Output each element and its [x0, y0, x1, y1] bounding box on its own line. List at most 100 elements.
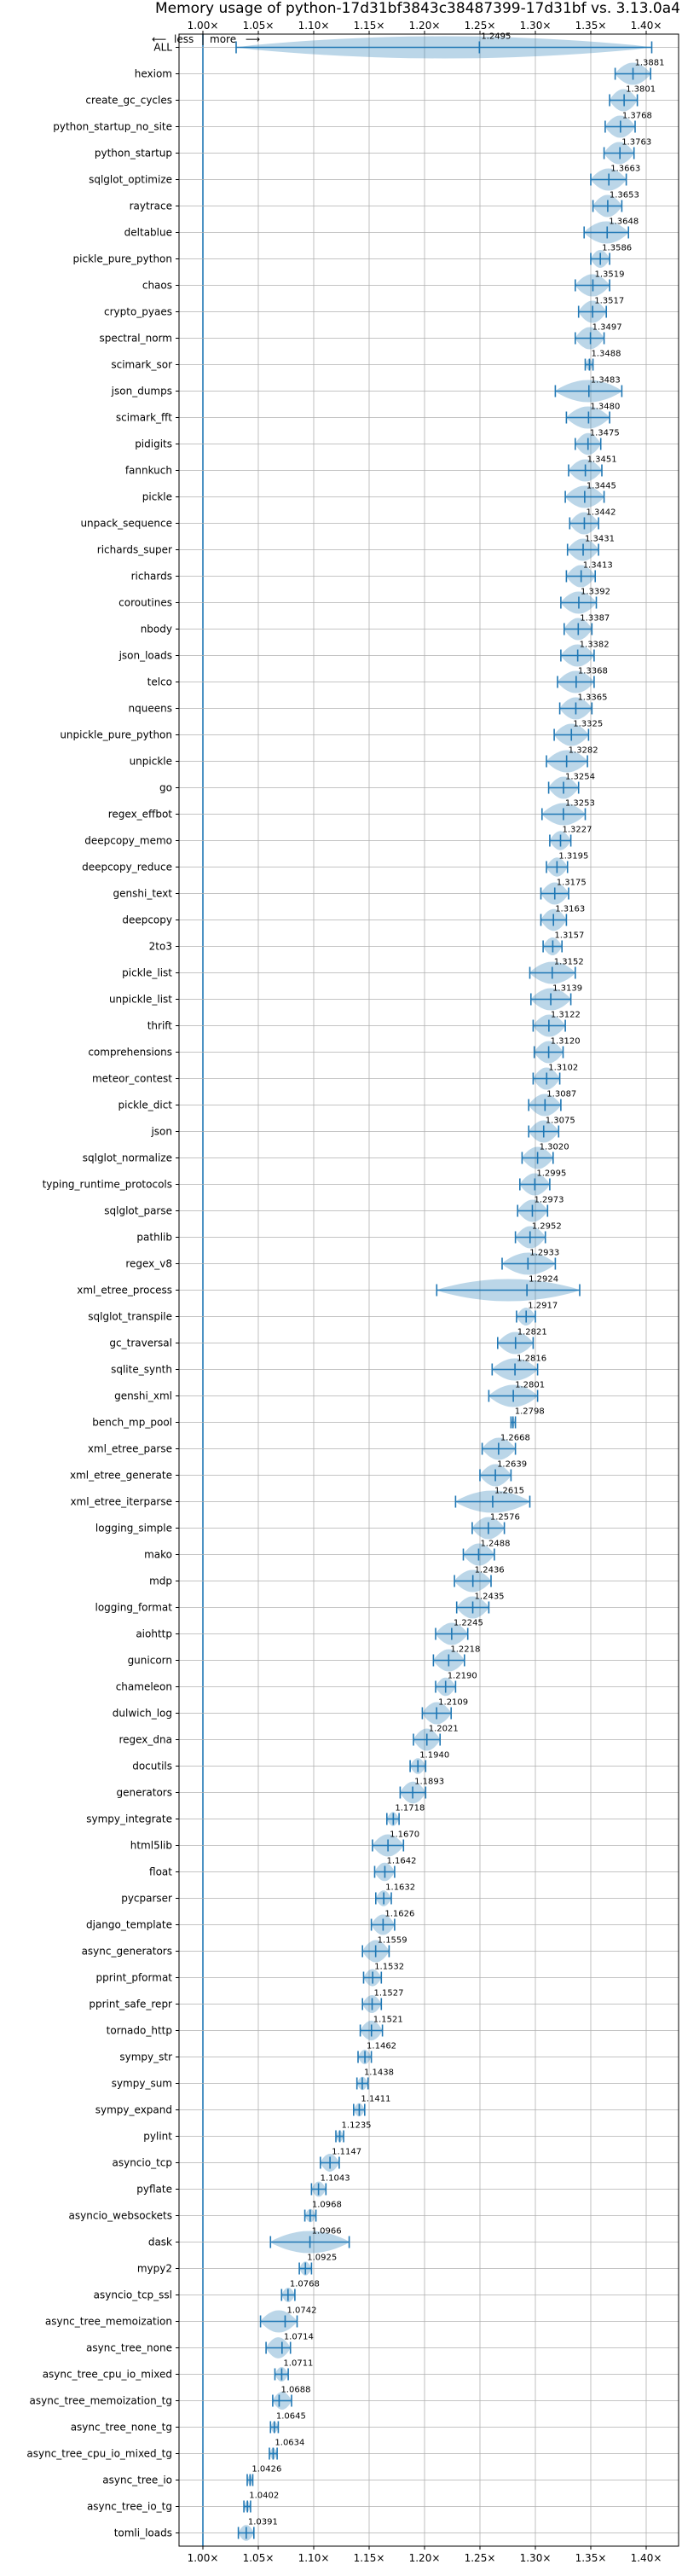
benchmark-row: pickle_list 1.3152: [122, 958, 584, 984]
benchmark-row: mypy2 1.0925: [137, 2254, 337, 2276]
benchmark-label: json_loads: [118, 650, 172, 662]
benchmark-row: asyncio_tcp_ssl 1.0768: [94, 2280, 320, 2303]
value-annotation: 1.1532: [374, 1963, 404, 1972]
x-tick-label-top: 1.10×: [298, 20, 330, 32]
value-annotation: 1.1235: [342, 2121, 372, 2131]
benchmark-label: unpickle: [130, 756, 172, 768]
value-annotation: 1.2821: [517, 1328, 547, 1337]
benchmark-row: spectral_norm 1.3497: [99, 323, 622, 350]
ticks-layer: 1.00× 1.00× 1.05× 1.05× 1.10× 1.10× 1.15× 1.15×…: [176, 20, 662, 2564]
value-annotation: 1.2218: [450, 1645, 480, 1655]
value-annotation: 1.3020: [540, 1143, 569, 1152]
benchmark-row: sympy_sum 1.1438: [112, 2068, 394, 2091]
value-annotation: 1.0391: [248, 2518, 278, 2527]
plot-frame: [178, 33, 679, 2547]
benchmark-label: float: [149, 1866, 172, 1878]
benchmark-row: json 1.3075: [150, 1117, 575, 1143]
benchmark-label: deltablue: [124, 227, 172, 239]
benchmark-label: pathlib: [136, 1232, 172, 1244]
benchmark-label: aiohttp: [136, 1628, 172, 1640]
value-annotation: 1.1940: [419, 1751, 449, 1761]
benchmark-label: python_startup: [95, 148, 172, 160]
value-annotation: 1.3881: [635, 59, 665, 68]
benchmark-row: async_tree_none 1.0714: [86, 2333, 314, 2358]
benchmark-row: regex_dna 1.2021: [118, 1725, 459, 1751]
benchmark-label: sympy_sum: [112, 2078, 172, 2090]
benchmark-label: asyncio_tcp: [112, 2157, 172, 2169]
benchmark-label: pickle: [142, 491, 172, 503]
x-tick-label-top: 1.15×: [354, 20, 385, 32]
value-annotation: 1.2816: [517, 1355, 546, 1364]
benchmark-row: chaos 1.3519: [142, 270, 624, 297]
value-annotation: 1.3392: [581, 588, 610, 597]
value-annotation: 1.1462: [367, 2042, 396, 2051]
benchmark-row: telco 1.3368: [147, 667, 608, 693]
benchmark-label: thrift: [147, 1020, 173, 1032]
value-annotation: 1.3586: [602, 244, 632, 253]
benchmark-label: hexiom: [135, 68, 172, 80]
benchmark-label: logging_format: [95, 1602, 172, 1614]
arrow-left-less-label: ⟵: [152, 33, 166, 45]
x-tick-label-bottom: 1.15×: [354, 2552, 385, 2564]
x-tick-label-bottom: 1.25×: [465, 2552, 496, 2564]
value-annotation: 1.3801: [626, 85, 656, 95]
benchmark-row: pidigits 1.3475: [135, 429, 620, 455]
value-annotation: 1.3087: [546, 1090, 576, 1099]
value-annotation: 1.0711: [283, 2359, 313, 2369]
value-annotation: 1.1411: [361, 2095, 390, 2104]
value-annotation: 1.3139: [552, 984, 582, 994]
benchmark-row: fannkuch 1.3451: [125, 455, 617, 482]
x-tick-label-top: 1.00×: [188, 20, 219, 32]
benchmark-label: json_dumps: [111, 386, 172, 397]
value-annotation: 1.3488: [591, 350, 621, 359]
benchmark-label: nqueens: [129, 703, 172, 715]
x-tick-label-bottom: 1.00×: [188, 2552, 219, 2564]
benchmark-row: dulwich_log 1.2109: [113, 1698, 468, 1725]
benchmark-row: pprint_safe_repr 1.1527: [89, 1989, 404, 2013]
benchmark-label: regex_v8: [125, 1258, 172, 1270]
benchmark-row: xml_etree_iterparse 1.2615: [70, 1487, 531, 1513]
benchmark-row: regex_effbot 1.3253: [108, 799, 595, 826]
benchmark-label: chameleon: [116, 1681, 172, 1693]
benchmark-label: coroutines: [118, 597, 172, 609]
benchmark-row: unpickle 1.3282: [130, 746, 598, 773]
benchmark-label: nbody: [141, 624, 172, 635]
value-annotation: 1.0966: [312, 2227, 342, 2237]
value-annotation: 1.2639: [497, 1460, 527, 1470]
benchmark-row: async_tree_cpu_io_mixed_tg 1.0634: [26, 2439, 304, 2460]
benchmark-row: hexiom 1.3881: [135, 59, 665, 85]
benchmark-row: raytrace 1.3653: [130, 191, 639, 218]
benchmark-label: comprehensions: [88, 1047, 172, 1059]
direction-indicator: ⟵ less | more ⟶: [152, 33, 260, 45]
value-annotation: 1.3157: [554, 931, 584, 941]
benchmark-label: scimark_sor: [111, 359, 172, 371]
value-annotation: 1.2109: [438, 1698, 468, 1708]
value-annotation: 1.3475: [590, 429, 620, 438]
benchmark-label: richards_super: [97, 544, 172, 556]
value-annotation: 1.3365: [577, 693, 607, 703]
value-annotation: 1.3122: [551, 1011, 581, 1020]
value-annotation: 1.0714: [284, 2333, 314, 2342]
benchmark-label: pprint_pformat: [96, 1972, 173, 1984]
value-annotation: 1.2924: [529, 1275, 558, 1285]
benchmark-row: asyncio_websockets 1.0968: [69, 2201, 342, 2223]
benchmark-label: genshi_xml: [114, 1390, 172, 1402]
value-annotation: 1.2668: [500, 1434, 530, 1443]
benchmark-label: pickle_pure_python: [73, 253, 172, 265]
benchmark-label: mdp: [149, 1575, 172, 1587]
benchmark-label: crypto_pyaes: [104, 306, 172, 318]
value-annotation: 1.3442: [586, 508, 616, 518]
value-annotation: 1.1559: [378, 1936, 407, 1946]
benchmark-label: pycparser: [121, 1893, 172, 1905]
benchmark-row: sympy_integrate 1.1718: [86, 1804, 425, 1826]
benchmark-label: dask: [148, 2237, 172, 2248]
value-annotation: 1.1893: [414, 1778, 444, 1787]
value-annotation: 1.2798: [515, 1407, 545, 1417]
value-annotation: 1.3382: [580, 641, 610, 650]
benchmark-row: sqlglot_parse 1.2973: [104, 1196, 564, 1222]
benchmark-label: genshi_text: [113, 888, 173, 900]
value-annotation: 1.1521: [373, 2016, 403, 2025]
benchmark-row: html5lib 1.1670: [130, 1830, 419, 1857]
benchmark-row: xml_etree_parse 1.2668: [88, 1434, 530, 1460]
